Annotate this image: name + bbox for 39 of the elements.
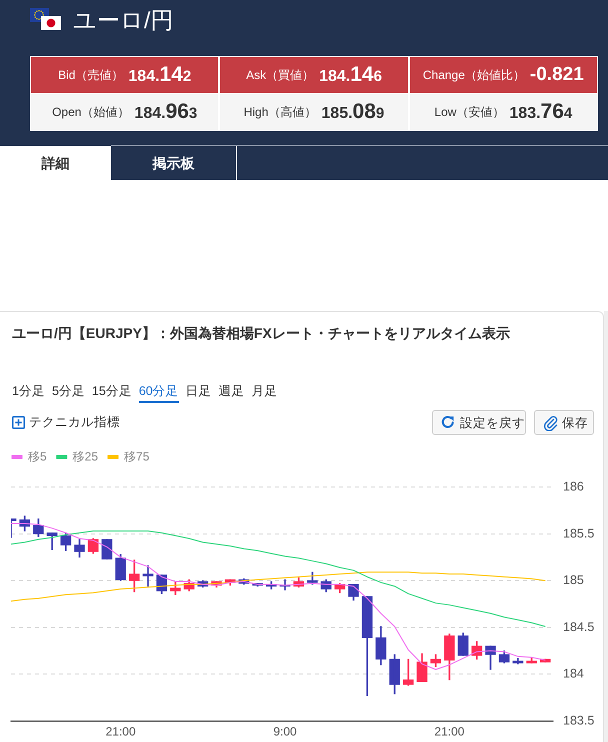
data-label: 184.142: [128, 63, 192, 86]
data-label: -0.821: [530, 64, 584, 86]
y-tick-label: 186: [563, 479, 584, 494]
text: 週足: [218, 383, 245, 400]
text: 5分足: [52, 383, 85, 400]
x-tick-label: 21:00: [434, 724, 465, 739]
y-tick-label: 183.5: [563, 713, 594, 728]
x-tick-label: 21:00: [106, 724, 136, 739]
data-label: 183.764: [509, 100, 572, 123]
legend-label: 移25: [72, 449, 98, 464]
chart-title: ユーロ/円【EURJPY】：外国為替相場FXレート・チャートをリアルタイム表示: [12, 324, 510, 343]
legend-label: 移75: [124, 449, 150, 464]
text: 掲示板: [151, 154, 196, 173]
candlestick: [142, 565, 154, 587]
text: 詳細: [40, 154, 70, 173]
legend-label: 移5: [28, 449, 47, 464]
category-label: Ask（買値）: [246, 66, 314, 84]
text: 15分足: [92, 383, 132, 400]
text: テクニカル指標: [29, 414, 120, 430]
y-tick-label: 184: [563, 666, 584, 681]
x-tick-label: 9:00: [273, 724, 298, 739]
y-tick-label: 184.5: [563, 620, 594, 634]
data-label: 185.089: [321, 100, 384, 123]
y-tick-label: 185: [563, 573, 584, 588]
text: 60分足: [138, 383, 179, 403]
category-label: Change（始値比）: [422, 66, 525, 84]
button[interactable]: 設定を戻す: [432, 410, 526, 435]
text: 日足: [186, 383, 212, 400]
text: 1分足: [12, 383, 45, 400]
data-label: 184.146: [319, 63, 382, 86]
button[interactable]: 保存: [534, 410, 594, 435]
category-label: Bid（売値）: [58, 66, 124, 84]
text: ユーロ/円: [73, 6, 174, 35]
y-tick-label: 185.5: [563, 526, 594, 540]
category-label: High（高値）: [244, 104, 316, 120]
data-label: 184.963: [134, 100, 198, 123]
category-label: Open（始値）: [52, 104, 130, 120]
category-label: Low（安値）: [434, 104, 504, 120]
text: 月足: [252, 383, 278, 400]
